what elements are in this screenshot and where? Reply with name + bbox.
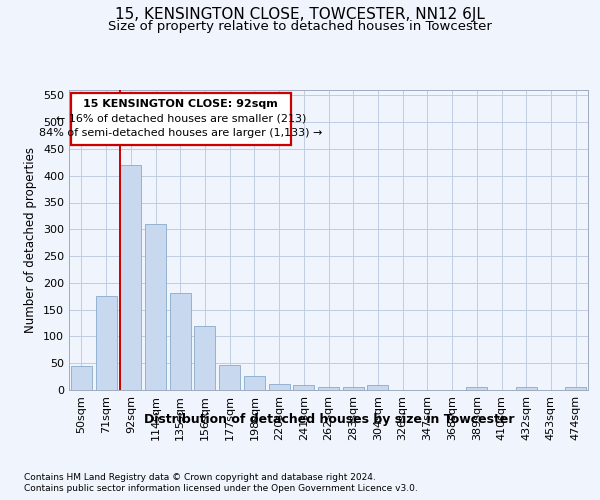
Text: ← 16% of detached houses are smaller (213): ← 16% of detached houses are smaller (21… xyxy=(56,114,306,124)
Bar xyxy=(343,388,364,390)
Text: 15 KENSINGTON CLOSE: 92sqm: 15 KENSINGTON CLOSE: 92sqm xyxy=(83,99,278,109)
Text: Contains HM Land Registry data © Crown copyright and database right 2024.: Contains HM Land Registry data © Crown c… xyxy=(24,472,376,482)
Text: 84% of semi-detached houses are larger (1,133) →: 84% of semi-detached houses are larger (… xyxy=(39,128,322,138)
FancyBboxPatch shape xyxy=(71,92,290,144)
Bar xyxy=(95,296,116,390)
Text: 15, KENSINGTON CLOSE, TOWCESTER, NN12 6JL: 15, KENSINGTON CLOSE, TOWCESTER, NN12 6J… xyxy=(115,8,485,22)
Bar xyxy=(293,384,314,390)
Text: Size of property relative to detached houses in Towcester: Size of property relative to detached ho… xyxy=(108,20,492,33)
Bar xyxy=(367,384,388,390)
Bar xyxy=(318,387,339,390)
Bar xyxy=(565,388,586,390)
Bar xyxy=(244,376,265,390)
Bar xyxy=(71,366,92,390)
Text: Contains public sector information licensed under the Open Government Licence v3: Contains public sector information licen… xyxy=(24,484,418,493)
Bar xyxy=(269,384,290,390)
Y-axis label: Number of detached properties: Number of detached properties xyxy=(25,147,37,333)
Bar xyxy=(170,292,191,390)
Text: Distribution of detached houses by size in Towcester: Distribution of detached houses by size … xyxy=(143,412,514,426)
Bar xyxy=(219,366,240,390)
Bar xyxy=(466,388,487,390)
Bar xyxy=(516,388,537,390)
Bar xyxy=(194,326,215,390)
Bar xyxy=(120,165,141,390)
Bar xyxy=(145,224,166,390)
